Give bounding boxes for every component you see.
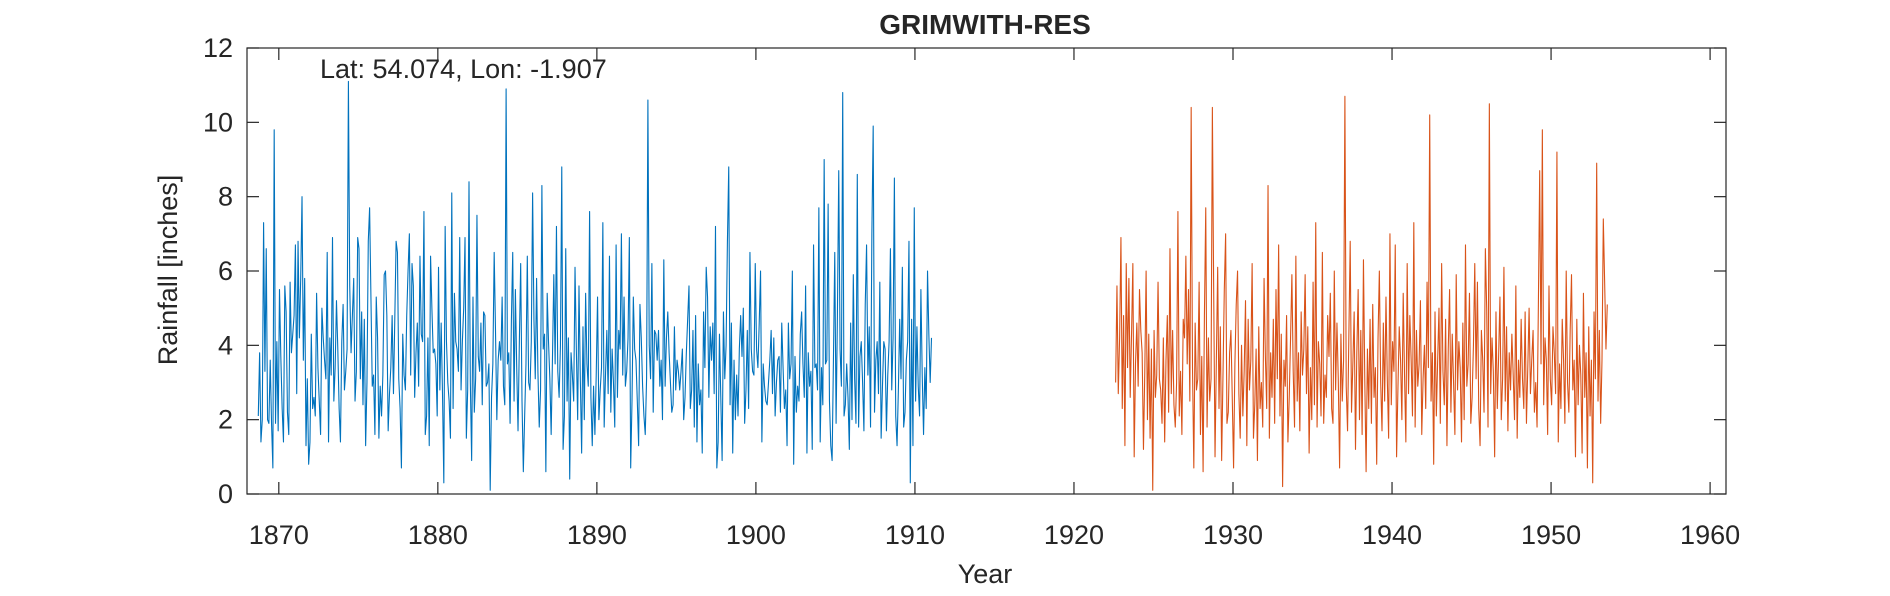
y-axis-label: Rainfall [inches] [153,175,183,366]
y-tick-label: 8 [218,182,233,212]
y-tick-label: 10 [203,107,233,137]
x-tick-label: 1910 [885,520,945,550]
y-tick-label: 0 [218,479,233,509]
y-tick-label: 12 [203,33,233,63]
x-tick-label: 1870 [249,520,309,550]
y-tick-label: 2 [218,405,233,435]
rainfall-series-line-1 [257,80,933,491]
x-tick-label: 1890 [567,520,627,550]
x-tick-label: 1880 [408,520,468,550]
y-tick-label: 6 [218,256,233,286]
x-tick-label: 1930 [1203,520,1263,550]
x-tick-label: 1960 [1680,520,1740,550]
x-tick-label: 1940 [1362,520,1422,550]
x-tick-label: 1920 [1044,520,1104,550]
series-layer [257,80,1608,491]
chart-title: GRIMWITH-RES [879,9,1091,40]
x-axis-label: Year [958,559,1013,589]
rainfall-series-line-2 [1115,95,1608,491]
x-tick-label: 1950 [1521,520,1581,550]
x-tick-label: 1900 [726,520,786,550]
location-annotation: Lat: 54.074, Lon: -1.907 [320,54,607,84]
axes-layer: 1870 1880 1890 1900 1910 1920 1930 1940 1950 1960… [203,33,1740,550]
y-tick-label: 4 [218,330,233,360]
